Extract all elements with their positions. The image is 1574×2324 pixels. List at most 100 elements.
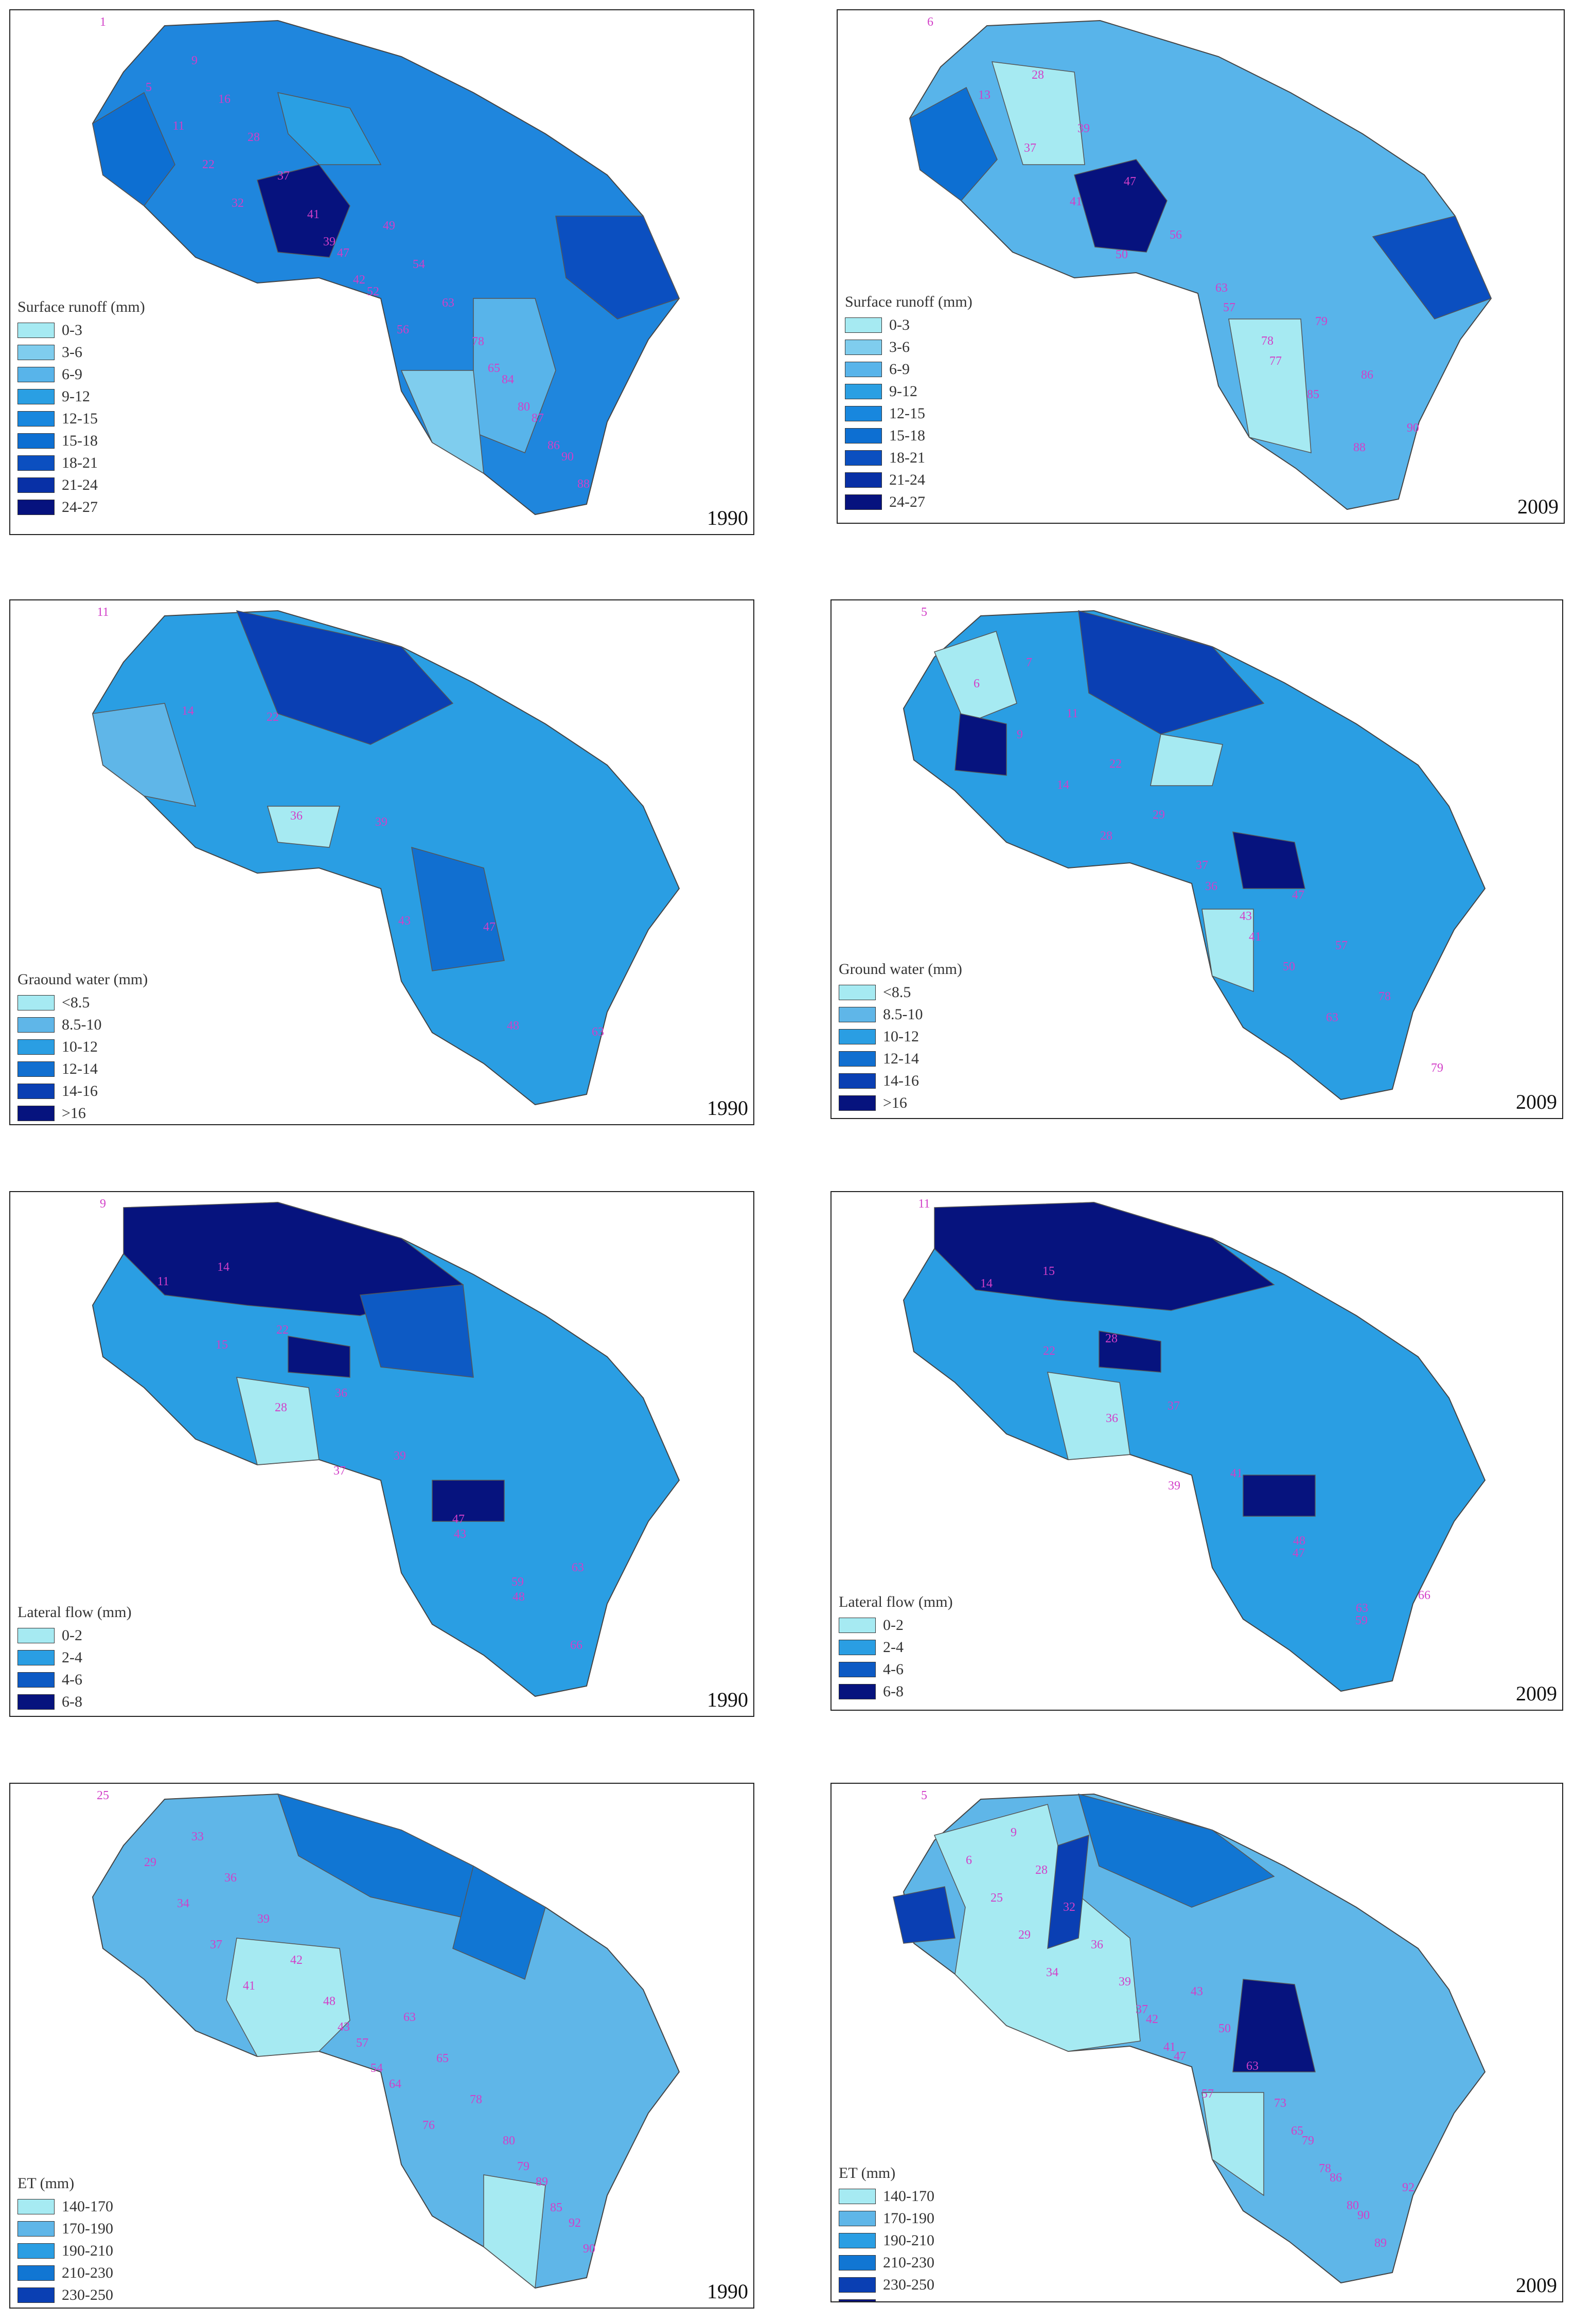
legend-swatch <box>845 428 882 443</box>
subbasin-number-label: 34 <box>1046 1966 1058 1979</box>
legend-swatch <box>17 1649 55 1665</box>
subbasin-number-label: 5 <box>921 1789 927 1802</box>
legend-label: 3-6 <box>62 343 82 361</box>
subbasin-number-label: 37 <box>1196 859 1208 872</box>
subbasin-number-label: 9 <box>100 1197 106 1211</box>
subbasin-number-label: 11 <box>157 1275 169 1288</box>
legend-label: 12-15 <box>62 410 98 427</box>
legend-label: 12-15 <box>889 404 925 422</box>
subbasin-shape <box>1201 909 1254 992</box>
subbasin-shape <box>1078 610 1265 735</box>
legend-item: 210-230 <box>839 2251 934 2274</box>
legend-label: 190-210 <box>62 2242 113 2259</box>
legend-label: >16 <box>883 1094 907 1111</box>
legend-swatch <box>17 2243 55 2259</box>
subbasin-number-label: 86 <box>1361 368 1373 382</box>
map-panel-surface-runoff-1990: 1 5 9 11 16 22 28 32 37 39 41 42 47 49 52 54 56 63 65 78 80 8… <box>9 9 754 535</box>
legend-swatch <box>839 1617 876 1633</box>
subbasin-number-label: 16 <box>218 93 231 106</box>
legend-label: 24-27 <box>62 498 98 516</box>
legend-label: 9-12 <box>889 382 917 400</box>
subbasin-number-label: 88 <box>577 477 590 491</box>
legend-swatch <box>17 2198 55 2214</box>
legend-swatch <box>845 383 882 399</box>
subbasin-number-label: 47 <box>1292 889 1304 902</box>
subbasin-number-label: 41 <box>1230 1467 1243 1480</box>
legend-swatch <box>17 1105 55 1121</box>
subbasin-number-label: 78 <box>1319 2162 1331 2175</box>
legend-label: 4-6 <box>62 1671 82 1688</box>
subbasin-number-label: 90 <box>1407 421 1419 435</box>
subbasin-shape <box>1077 1793 1275 1908</box>
subbasin-number-label: 90 <box>583 2242 595 2256</box>
legend: Ground water (mm) <8.5 8.5-10 10-12 12-1… <box>839 961 962 1114</box>
subbasin-number-label: 25 <box>991 1891 1003 1905</box>
subbasin-number-label: 47 <box>452 1513 465 1526</box>
legend-item: 170-190 <box>839 2207 934 2229</box>
subbasin-number-label: 80 <box>518 400 530 414</box>
legend-swatch <box>17 2287 55 2303</box>
year-label: 2009 <box>1517 495 1559 518</box>
subbasin-shape <box>893 1886 956 1944</box>
subbasin-number-label: 43 <box>1240 910 1252 923</box>
subbasin-number-label: 79 <box>517 2160 529 2173</box>
subbasin-number-label: 63 <box>1326 1011 1338 1024</box>
year-label: 1990 <box>707 1688 748 1711</box>
legend-label: 250-280 <box>883 2298 934 2302</box>
subbasin-number-label: 88 <box>1353 441 1366 454</box>
subbasin-shape <box>954 713 1007 776</box>
subbasin-shape <box>226 1938 350 2057</box>
subbasin-number-label: 47 <box>1174 2050 1186 2063</box>
legend-swatch <box>839 1095 876 1111</box>
legend-item: 10-12 <box>17 1036 148 1058</box>
watershed-map: 6 13 28 37 39 41 47 50 56 57 63 77 78 79 85 86 88 90 <box>909 15 1492 510</box>
subbasin-number-label: 28 <box>1035 1864 1048 1877</box>
legend-item: 6-9 <box>845 358 972 380</box>
legend-item: 2-4 <box>17 1646 132 1669</box>
legend-swatch <box>17 1017 55 1033</box>
legend-label: 0-3 <box>62 321 82 339</box>
legend-item: 230-250 <box>17 2284 113 2306</box>
legend-label: 2-4 <box>883 1638 904 1656</box>
subbasin-number-label: 5 <box>146 81 152 94</box>
year-label: 1990 <box>707 2280 748 2303</box>
subbasin-number-label: 63 <box>1246 2060 1259 2073</box>
subbasin-number-label: 57 <box>356 2036 368 2050</box>
legend-item: 18-21 <box>845 447 972 469</box>
subbasin-number-label: 36 <box>1091 1938 1103 1952</box>
subbasin-number-label: 6 <box>974 677 980 690</box>
subbasin-number-label: 73 <box>1274 2097 1286 2110</box>
subbasin-number-label: 64 <box>389 2078 401 2091</box>
watershed-map: 5 6 9 25 28 29 32 34 36 37 39 41 42 43 47 50 57 63 65 73 78 7… <box>893 1789 1486 2284</box>
subbasin-shape <box>1243 1475 1316 1517</box>
legend-item: 190-210 <box>17 2240 113 2262</box>
legend-swatch <box>845 472 882 488</box>
legend: Surface runoff (mm) 0-3 3-6 6-9 9-12 12-… <box>845 293 972 513</box>
subbasin-shape <box>236 610 454 745</box>
subbasin-number-label: 37 <box>333 1464 346 1478</box>
subbasin-number-label: 63 <box>442 296 454 310</box>
legend-label: 10-12 <box>883 1027 919 1045</box>
legend-item: <8.5 <box>839 981 962 1003</box>
legend-item: 9-12 <box>845 380 972 402</box>
legend-swatch <box>839 1051 876 1067</box>
legend-swatch <box>845 450 882 466</box>
legend-item: 21-24 <box>845 469 972 491</box>
subbasin-number-label: 14 <box>980 1277 993 1290</box>
map-panel-et-1990: 25 29 33 34 36 37 39 41 42 43 48 54 57 63 64 65 76 78 79 80… <box>9 1783 754 2309</box>
subbasin-number-label: 90 <box>1357 2209 1370 2222</box>
subbasin-shape <box>933 631 1017 724</box>
legend-label: 12-14 <box>62 1060 98 1077</box>
legend-swatch <box>17 1039 55 1055</box>
subbasin-number-label: 28 <box>1105 1332 1118 1345</box>
subbasin-number-label: 78 <box>470 2093 482 2106</box>
legend-label: 9-12 <box>62 387 90 405</box>
subbasin-number-label: 87 <box>532 412 544 425</box>
legend-label: 21-24 <box>889 471 925 488</box>
legend-item: 3-6 <box>17 341 145 363</box>
subbasin-number-label: 79 <box>1302 2134 1314 2148</box>
legend-item: 250-280 <box>17 2306 113 2308</box>
legend-swatch <box>839 2299 876 2301</box>
